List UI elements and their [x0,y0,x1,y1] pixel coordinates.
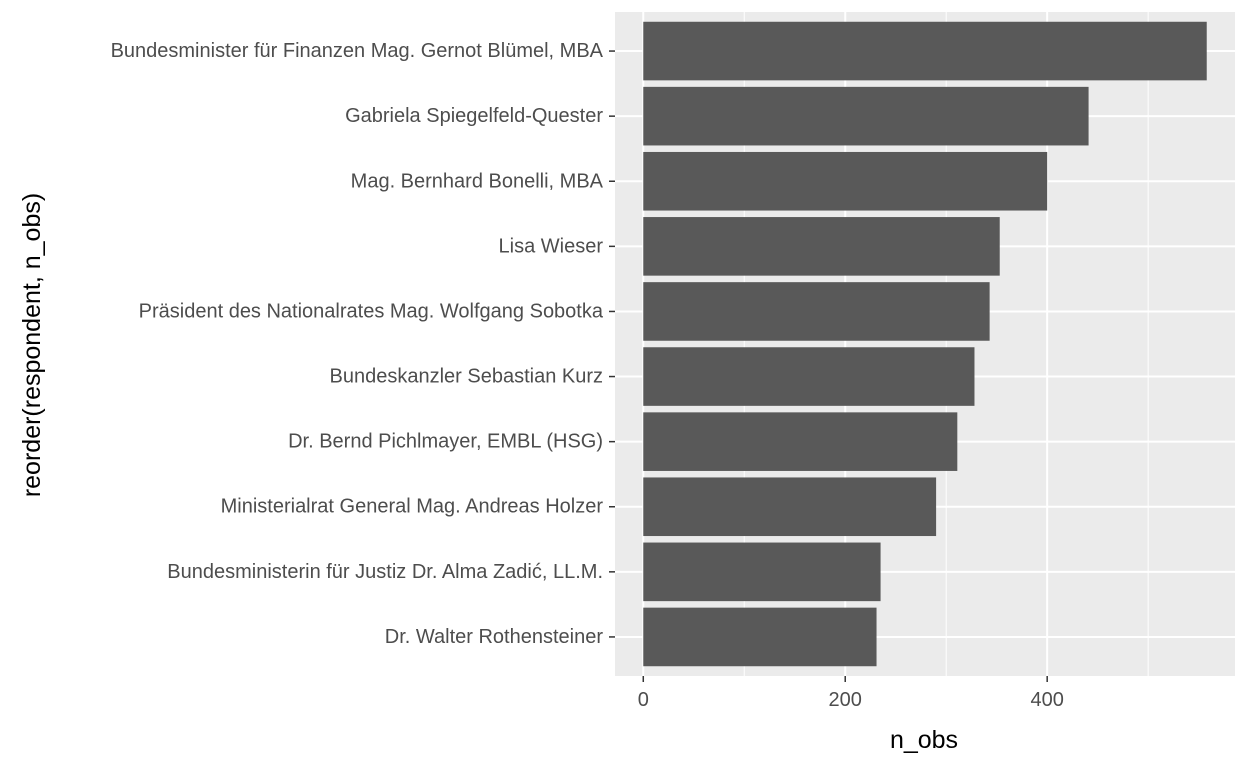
bar [643,282,990,341]
y-tick-label: Bundesminister für Finanzen Mag. Gernot … [111,40,604,62]
x-tick-label: 200 [829,689,862,711]
bar [643,477,937,537]
bar [643,21,1207,81]
y-tick-label: Präsident des Nationalrates Mag. Wolfgan… [139,300,604,322]
bar [643,412,958,471]
y-tick-label: Dr. Bernd Pichlmayer, EMBL (HSG) [288,431,603,453]
x-tick-label: 400 [1030,689,1063,711]
y-axis-title: reorder(respondent, n_obs) [18,193,46,497]
y-tick-label: Gabriela Spiegelfeld-Quester [345,105,603,127]
bar [643,151,1048,211]
x-axis-title: n_obs [890,726,958,754]
bar [643,607,877,667]
y-tick-label: Lisa Wieser [499,235,604,257]
y-tick-label: Ministerialrat General Mag. Andreas Holz… [221,496,604,518]
y-tick-label: Bundesministerin für Justiz Dr. Alma Zad… [167,561,603,583]
y-tick-label: Bundeskanzler Sebastian Kurz [330,366,604,388]
bar [643,347,975,406]
bars [643,21,1207,667]
y-tick-label: Mag. Bernhard Bonelli, MBA [351,170,604,192]
bar [643,542,881,602]
y-axis-ticks: Bundesminister für Finanzen Mag. Gernot … [111,40,615,648]
bar [643,86,1089,146]
bar [643,217,1000,276]
x-tick-label: 0 [638,689,649,711]
y-tick-label: Dr. Walter Rothensteiner [385,626,604,648]
x-axis-ticks: 0 200 400 [638,676,1064,711]
